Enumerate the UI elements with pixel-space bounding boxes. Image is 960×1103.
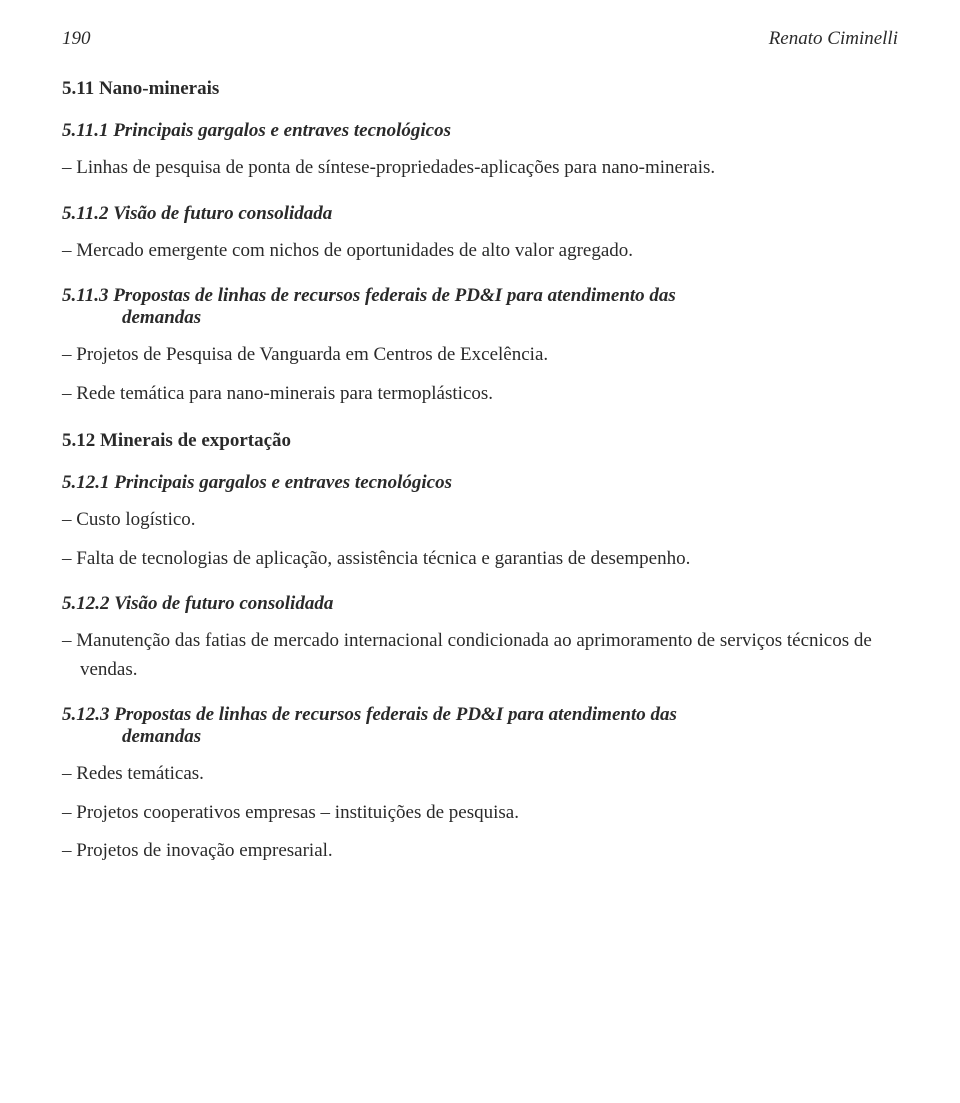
- section-5-12-1-heading: 5.12.1 Principais gargalos e entraves te…: [62, 472, 898, 494]
- section-5-11-2-heading: 5.11.2 Visão de futuro consolidada: [62, 203, 898, 225]
- list-item: Projetos de inovação empresarial.: [62, 837, 898, 866]
- page-header: 190 Renato Ciminelli: [62, 28, 898, 50]
- list-item: Rede temática para nano-minerais para te…: [62, 380, 898, 409]
- heading-line-2: demandas: [62, 726, 898, 748]
- list-item: Projetos cooperativos empresas – institu…: [62, 799, 898, 828]
- section-5-12-heading: 5.12 Minerais de exportação: [62, 430, 898, 452]
- heading-line-2: demandas: [62, 307, 898, 329]
- list-item: Mercado emergente com nichos de oportuni…: [62, 237, 898, 266]
- list-item: Falta de tecnologias de aplicação, assis…: [62, 545, 898, 574]
- list-item: Projetos de Pesquisa de Vanguarda em Cen…: [62, 341, 898, 370]
- author-name: Renato Ciminelli: [769, 28, 898, 50]
- section-5-11-heading: 5.11 Nano-minerais: [62, 78, 898, 100]
- section-5-12-2-heading: 5.12.2 Visão de futuro consolidada: [62, 593, 898, 615]
- heading-line-1: 5.11.3 Propostas de linhas de recursos f…: [62, 285, 676, 306]
- list-item: Custo logístico.: [62, 506, 898, 535]
- list-item: Manutenção das fatias de mercado interna…: [62, 627, 898, 684]
- page-number: 190: [62, 28, 91, 50]
- list-item: Redes temáticas.: [62, 760, 898, 789]
- list-item: Linhas de pesquisa de ponta de síntese-p…: [62, 154, 898, 183]
- section-5-11-1-heading: 5.11.1 Principais gargalos e entraves te…: [62, 120, 898, 142]
- heading-line-1: 5.12.3 Propostas de linhas de recursos f…: [62, 704, 677, 725]
- section-5-11-3-heading: 5.11.3 Propostas de linhas de recursos f…: [62, 285, 898, 329]
- section-5-12-3-heading: 5.12.3 Propostas de linhas de recursos f…: [62, 704, 898, 748]
